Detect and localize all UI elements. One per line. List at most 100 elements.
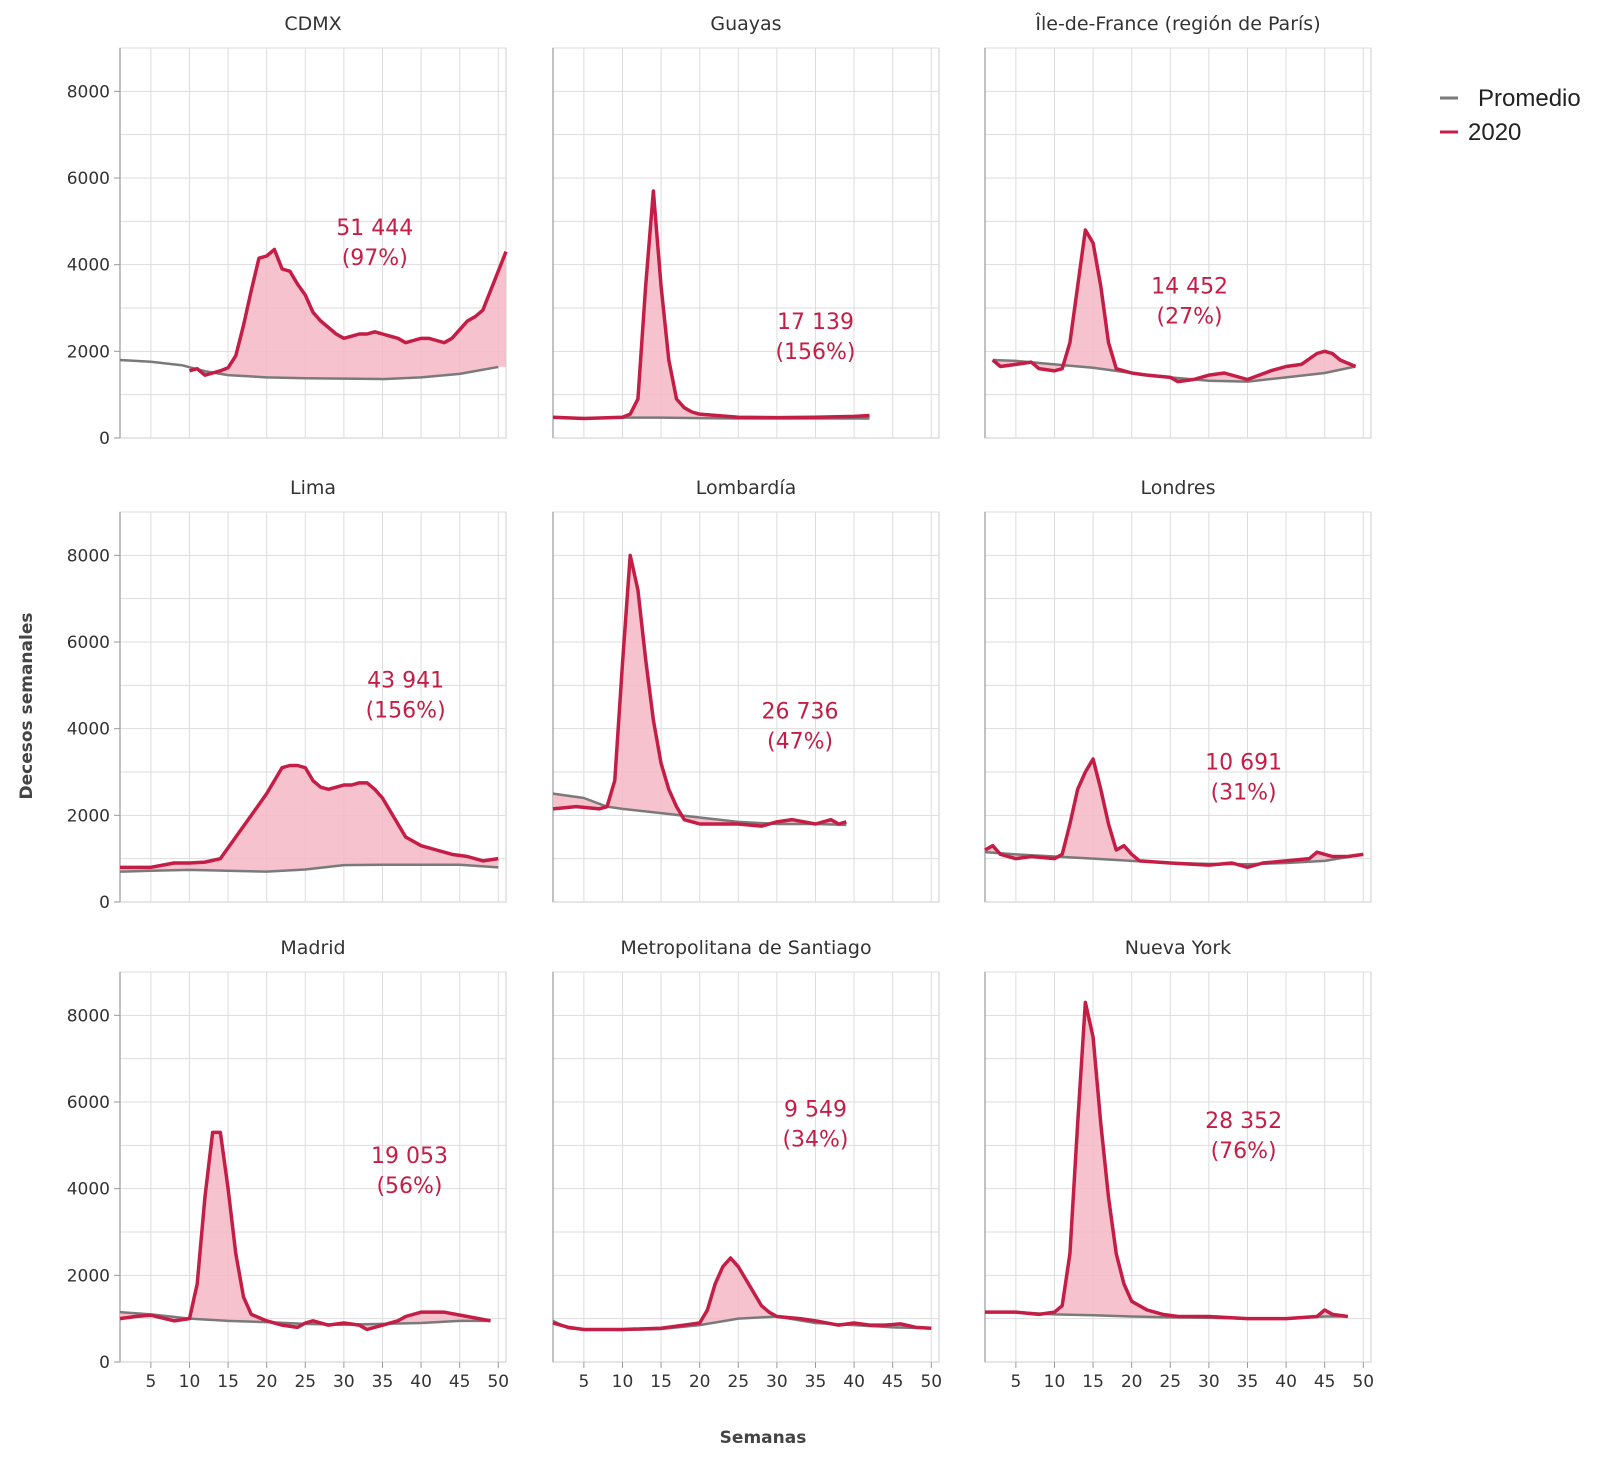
panel-3: Île-de-France (región de París) 14 452 (27… <box>984 12 1372 439</box>
excess-annotation: 10 691 <box>1205 750 1282 775</box>
x-tick-label: 5 <box>145 1372 156 1392</box>
x-tick-label: 50 <box>487 1372 509 1392</box>
legend-label: Promedio <box>1478 85 1581 112</box>
x-tick-label: 40 <box>843 1372 865 1392</box>
y-tick-label: 4000 <box>67 720 110 740</box>
y-tick-label: 2000 <box>67 342 110 362</box>
excess-area <box>189 249 507 380</box>
panel-title: Londres <box>1141 477 1216 499</box>
x-tick-label: 35 <box>805 1372 827 1392</box>
series-2020-line <box>120 763 499 870</box>
series-2020-line <box>552 189 870 421</box>
legend-label: 2020 <box>1468 119 1521 146</box>
y-tick-label: 0 <box>99 1353 110 1373</box>
x-tick-label: 15 <box>217 1372 239 1392</box>
plot-area <box>552 47 940 439</box>
x-tick-label: 20 <box>1121 1372 1143 1392</box>
series-2020-line <box>552 1256 932 1332</box>
panel-8: 5 10 15 20 25 30 35 40 45 50 Metropolitana de Sant… <box>552 937 942 1392</box>
x-tick-label: 15 <box>1082 1372 1104 1392</box>
excess-area <box>992 230 1356 382</box>
x-tick-label: 10 <box>612 1372 634 1392</box>
x-tick-label: 30 <box>1198 1372 1220 1392</box>
y-tick-label: 0 <box>99 429 110 449</box>
y-tick-label: 8000 <box>67 546 110 566</box>
excess-annotation: (156%) <box>775 340 855 365</box>
x-tick-label: 50 <box>1352 1372 1374 1392</box>
y-tick-label: 4000 <box>67 256 110 276</box>
panel-title: Lima <box>290 477 336 499</box>
excess-annotation: (97%) <box>342 246 408 271</box>
excess-annotation: 19 053 <box>371 1144 448 1169</box>
y-tick-label: 4000 <box>67 1180 110 1200</box>
excess-annotation: 14 452 <box>1151 275 1228 300</box>
x-tick-label: 30 <box>333 1372 355 1392</box>
x-tick-label: 10 <box>179 1372 201 1392</box>
y-tick-label: 2000 <box>67 1266 110 1286</box>
legend: Promedio 2020 <box>1440 85 1581 146</box>
excess-annotation: (156%) <box>366 699 446 724</box>
excess-annotation: 28 352 <box>1205 1109 1282 1134</box>
x-tick-label: 45 <box>1314 1372 1336 1392</box>
panel-title: Île-de-France (región de París) <box>1034 12 1320 35</box>
x-tick-label: 5 <box>578 1372 589 1392</box>
excess-annotation: 17 139 <box>777 310 854 335</box>
x-tick-label: 45 <box>882 1372 904 1392</box>
x-tick-label: 5 <box>1010 1372 1021 1392</box>
panel-1: 0 2000 4000 6000 8000 CDMX 51 444 (97%) <box>67 13 508 449</box>
excess-annotation: 9 549 <box>784 1097 847 1122</box>
x-tick-label: 20 <box>256 1372 278 1392</box>
series-2020-line <box>985 1000 1349 1321</box>
y-tick-label: 8000 <box>67 82 110 102</box>
y-tick-label: 6000 <box>67 1093 110 1113</box>
excess-annotation: 51 444 <box>336 216 413 241</box>
excess-annotation: 26 736 <box>762 700 839 725</box>
plot-area <box>984 971 1372 1363</box>
x-tick-label: 30 <box>766 1372 788 1392</box>
plot-area <box>984 511 1372 903</box>
series-2020-line <box>189 247 508 377</box>
x-tick-label: 10 <box>1044 1372 1066 1392</box>
panel-title: Nueva York <box>1125 937 1231 959</box>
excess-annotation: 43 941 <box>367 669 444 694</box>
x-tick-label: 25 <box>1159 1372 1181 1392</box>
panel-6: Londres 10 691 (31%) <box>984 477 1372 903</box>
x-tick-label: 45 <box>449 1372 471 1392</box>
excess-area <box>120 1132 491 1330</box>
y-tick-label: 8000 <box>67 1006 110 1026</box>
excess-annotation: (31%) <box>1211 780 1277 805</box>
panel-title: Metropolitana de Santiago <box>620 937 871 959</box>
series-promedio-line <box>119 358 499 381</box>
y-tick-label: 6000 <box>67 633 110 653</box>
x-tick-label: 25 <box>727 1372 749 1392</box>
excess-area <box>120 765 499 872</box>
panel-2: Guayas 17 139 (156%) <box>552 13 940 439</box>
panel-7: 0 2000 4000 6000 8000 5 10 15 20 25 30 35 40 45 50 Madr… <box>67 937 509 1392</box>
excess-annotation: (76%) <box>1211 1139 1277 1164</box>
y-axis-label: Decesos semanales <box>17 613 37 800</box>
y-tick-label: 6000 <box>67 169 110 189</box>
panel-4: 0 2000 4000 6000 8000 Lima 43 941 (156%) <box>67 477 507 913</box>
x-tick-label: 40 <box>1275 1372 1297 1392</box>
series-2020-line <box>984 757 1364 870</box>
series-2020-line <box>119 1130 491 1332</box>
x-tick-label: 50 <box>920 1372 942 1392</box>
plot-area <box>552 511 940 903</box>
x-tick-label: 20 <box>689 1372 711 1392</box>
plot-area <box>119 971 507 1363</box>
panel-title: CDMX <box>284 13 341 35</box>
x-tick-label: 25 <box>294 1372 316 1392</box>
series-2020-line <box>991 228 1357 384</box>
excess-annotation: (47%) <box>767 730 833 755</box>
excess-annotation: (27%) <box>1157 305 1223 330</box>
excess-area <box>985 1002 1348 1319</box>
panel-5: Lombardía 26 736 (47%) <box>552 477 940 903</box>
panel-title: Guayas <box>710 13 781 35</box>
x-tick-label: 15 <box>650 1372 672 1392</box>
series-2020-line <box>552 553 847 828</box>
panel-title: Lombardía <box>696 477 797 499</box>
excess-area <box>553 1258 932 1330</box>
x-tick-label: 35 <box>372 1372 394 1392</box>
